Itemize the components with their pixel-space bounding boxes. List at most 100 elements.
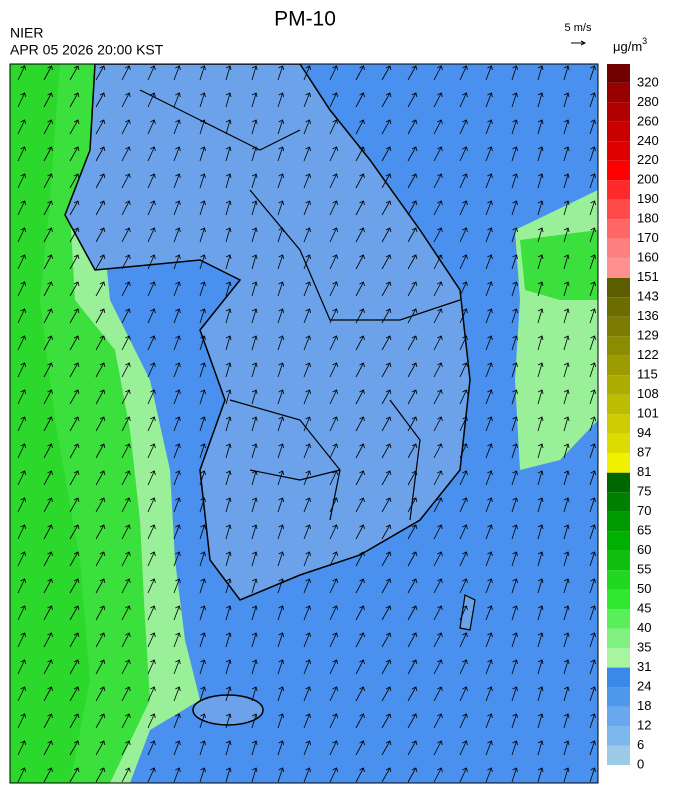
wind-arrow <box>355 146 365 162</box>
wind-arrow <box>225 146 232 162</box>
wind-arrow <box>43 659 53 675</box>
wind-arrow <box>121 470 131 486</box>
wind-arrow <box>173 632 181 648</box>
wind-arrow <box>589 254 597 270</box>
wind-arrow <box>537 497 544 513</box>
wind-arrow <box>69 578 80 594</box>
wind-arrow <box>511 146 518 162</box>
wind-arrow <box>511 227 518 243</box>
wind-arrow <box>173 119 181 135</box>
wind-arrow <box>433 92 443 108</box>
wind-arrow <box>433 686 443 702</box>
wind-arrow <box>407 416 418 432</box>
wind-arrow <box>121 335 131 351</box>
wind-arrow <box>43 227 53 243</box>
wind-arrow <box>563 686 570 702</box>
colorbar-label: 94 <box>637 425 651 440</box>
wind-arrow <box>563 632 570 648</box>
wind-arrow <box>381 578 392 594</box>
wind-arrow <box>147 65 156 81</box>
wind-arrow <box>407 659 418 675</box>
wind-arrow <box>329 146 339 162</box>
wind-arrow <box>459 362 468 378</box>
wind-arrow <box>589 227 597 243</box>
wind-arrow <box>511 65 518 81</box>
wind-arrow <box>485 713 493 729</box>
wind-arrow <box>69 632 80 648</box>
wind-arrow <box>355 65 365 81</box>
wind-arrow <box>43 686 53 702</box>
wind-arrow <box>589 470 597 486</box>
wind-arrow <box>303 686 311 702</box>
wind-arrow <box>199 146 206 162</box>
wind-arrow <box>17 443 27 459</box>
wind-arrow <box>355 389 365 405</box>
colorbar-label: 122 <box>637 347 659 362</box>
wind-arrow <box>511 524 518 540</box>
wind-arrow <box>173 335 181 351</box>
wind-arrow <box>199 416 206 432</box>
colorbar-label: 45 <box>637 601 651 616</box>
wind-arrow <box>147 470 156 486</box>
wind-arrow <box>511 389 518 405</box>
wind-arrow <box>95 443 106 459</box>
wind-arrow <box>355 524 365 540</box>
wind-arrow <box>407 713 418 729</box>
wind-arrow <box>407 605 418 621</box>
wind-arrow <box>589 119 597 135</box>
wind-arrow <box>433 632 443 648</box>
wind-arrow <box>355 119 365 135</box>
colorbar-segment <box>607 336 630 356</box>
wind-arrow <box>251 200 258 216</box>
wind-arrow <box>17 551 27 567</box>
wind-arrow <box>459 470 468 486</box>
wind-arrow <box>199 362 206 378</box>
wind-arrow <box>199 686 206 702</box>
wind-arrow <box>407 200 418 216</box>
wind-arrow <box>407 119 418 135</box>
wind-arrow <box>121 497 131 513</box>
wind-arrow <box>563 65 570 81</box>
wind-arrow <box>95 740 106 756</box>
wind-arrow <box>173 578 181 594</box>
wind-arrow <box>251 767 258 783</box>
unit-sup: 3 <box>642 36 647 46</box>
wind-arrow <box>173 92 181 108</box>
wind-arrow <box>303 470 311 486</box>
wind-arrow <box>537 632 544 648</box>
wind-arrow <box>563 92 570 108</box>
wind-arrow <box>459 92 468 108</box>
unit: μg/m3 <box>613 36 647 54</box>
wind-arrow <box>225 254 232 270</box>
wind-arrow <box>95 497 106 513</box>
wind-arrow <box>355 767 365 783</box>
wind-arrow <box>173 65 181 81</box>
wind-arrow <box>43 92 53 108</box>
wind-arrow <box>251 443 258 459</box>
wind-arrow <box>225 65 232 81</box>
wind-arrow <box>537 65 544 81</box>
wind-arrow <box>147 443 156 459</box>
wind-arrow <box>17 281 27 297</box>
wind-arrow <box>563 146 570 162</box>
wind-arrow <box>563 281 570 297</box>
wind-arrow <box>407 173 418 189</box>
wind-arrow <box>147 686 156 702</box>
colorbar-segment <box>607 628 630 649</box>
wind-arrow <box>355 227 365 243</box>
colorbar-segment <box>607 453 630 473</box>
map-frame <box>9 63 599 784</box>
wind-arrow <box>381 362 392 378</box>
wind-arrow <box>251 497 258 513</box>
wind-arrow <box>563 416 570 432</box>
wind-arrow <box>381 713 392 729</box>
wind-arrow <box>537 308 544 324</box>
wind-arrow <box>121 173 131 189</box>
wind-arrow <box>381 443 392 459</box>
wind-arrow <box>433 524 443 540</box>
wind-arrow <box>355 578 365 594</box>
colorbar-label: 115 <box>637 367 658 382</box>
agency: NIER <box>10 25 43 41</box>
wind-arrow <box>511 767 518 783</box>
wind-arrow <box>485 605 493 621</box>
